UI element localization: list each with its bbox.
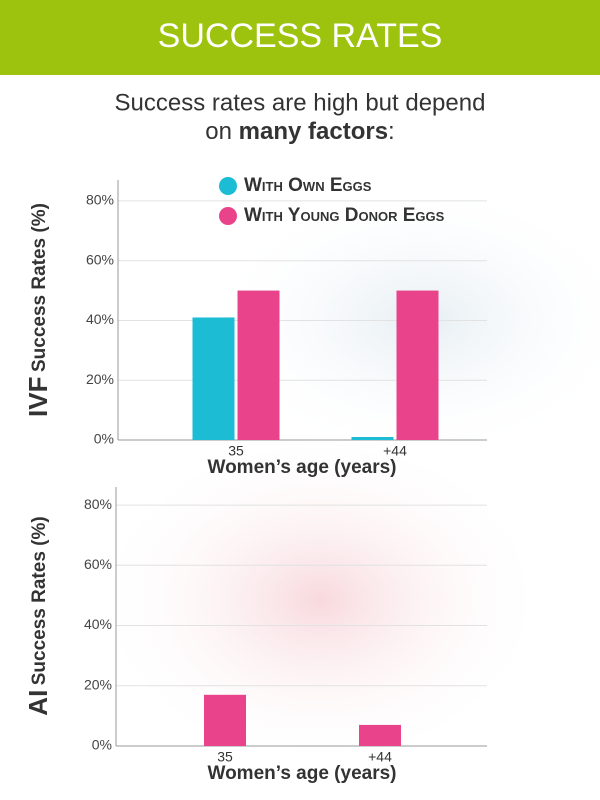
y-tick-label: 20%: [84, 676, 112, 692]
subtitle-bold: many factors: [239, 118, 388, 145]
subtitle: on many factors:: [205, 118, 394, 145]
header-title: SUCCESS RATES: [158, 17, 443, 55]
bar: [359, 724, 401, 746]
y-tick-label: 40%: [84, 616, 112, 632]
x-tick-label: +44: [383, 443, 407, 459]
y-tick-label: 0%: [94, 431, 114, 447]
bar: [237, 290, 280, 440]
y-tick-label: 60%: [86, 251, 114, 267]
bar: [192, 317, 235, 440]
y-tick-label: 60%: [84, 556, 112, 572]
legend-label: With Young Donor Eggs: [244, 205, 445, 226]
y-tick-label: 80%: [84, 496, 112, 512]
x-tick-label: 35: [217, 749, 233, 765]
decoration: [90, 430, 550, 770]
bar: [396, 290, 439, 440]
y-tick-label: 80%: [86, 192, 114, 208]
x-axis-label: Women’s age (years): [207, 457, 396, 478]
legend-swatch: [219, 177, 237, 195]
x-tick-label: 35: [228, 443, 244, 459]
legend-label: With Own Eggs: [244, 175, 372, 196]
x-axis-label: Women’s age (years): [207, 763, 396, 784]
y-tick-label: 0%: [92, 737, 112, 753]
x-tick-label: +44: [368, 749, 392, 765]
y-tick-label: 20%: [86, 371, 114, 387]
y-axis-label-main: AI: [23, 690, 53, 716]
y-axis-label-rest: Success Rates (%): [29, 203, 50, 372]
subtitle-part: :: [388, 118, 395, 145]
subtitle: Success rates are high but depend: [115, 89, 486, 116]
y-axis-label: IVF Success Rates (%): [23, 203, 53, 417]
y-axis-label-rest: Success Rates (%): [29, 516, 50, 685]
header-bar: [0, 0, 600, 75]
subtitle-part: on: [205, 118, 232, 145]
y-axis-label: AI Success Rates (%): [23, 516, 53, 715]
y-tick-label: 40%: [86, 311, 114, 327]
y-axis-label-main: IVF: [23, 376, 53, 416]
legend-swatch: [219, 207, 237, 225]
bar: [204, 694, 246, 746]
bar: [351, 437, 394, 440]
